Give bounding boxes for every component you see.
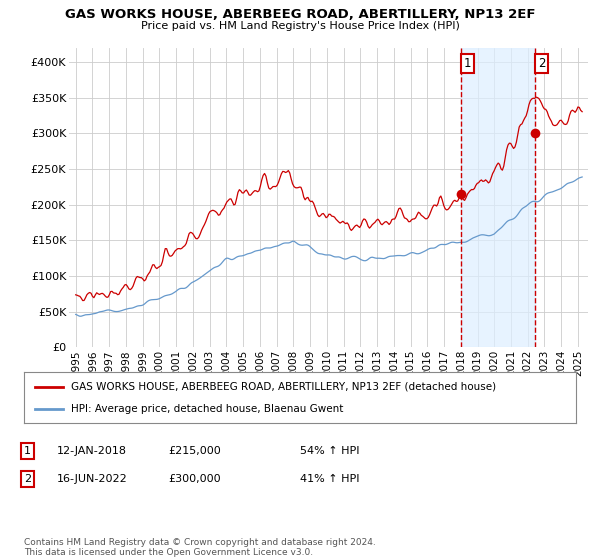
Text: £215,000: £215,000 [168, 446, 221, 456]
Text: 2: 2 [24, 474, 31, 484]
Text: 12-JAN-2018: 12-JAN-2018 [57, 446, 127, 456]
Text: £300,000: £300,000 [168, 474, 221, 484]
Text: 1: 1 [464, 57, 472, 69]
Text: 41% ↑ HPI: 41% ↑ HPI [300, 474, 359, 484]
Bar [461, 48, 535, 347]
Text: 1: 1 [24, 446, 31, 456]
Text: 2: 2 [538, 57, 545, 69]
Text: HPI: Average price, detached house, Blaenau Gwent: HPI: Average price, detached house, Blae… [71, 404, 343, 414]
Text: GAS WORKS HOUSE, ABERBEEG ROAD, ABERTILLERY, NP13 2EF: GAS WORKS HOUSE, ABERBEEG ROAD, ABERTILL… [65, 8, 535, 21]
Text: 16-JUN-2022: 16-JUN-2022 [57, 474, 128, 484]
Text: GAS WORKS HOUSE, ABERBEEG ROAD, ABERTILLERY, NP13 2EF (detached house): GAS WORKS HOUSE, ABERBEEG ROAD, ABERTILL… [71, 381, 496, 391]
Text: 54% ↑ HPI: 54% ↑ HPI [300, 446, 359, 456]
Text: Contains HM Land Registry data © Crown copyright and database right 2024.
This d: Contains HM Land Registry data © Crown c… [24, 538, 376, 557]
Text: Price paid vs. HM Land Registry's House Price Index (HPI): Price paid vs. HM Land Registry's House … [140, 21, 460, 31]
